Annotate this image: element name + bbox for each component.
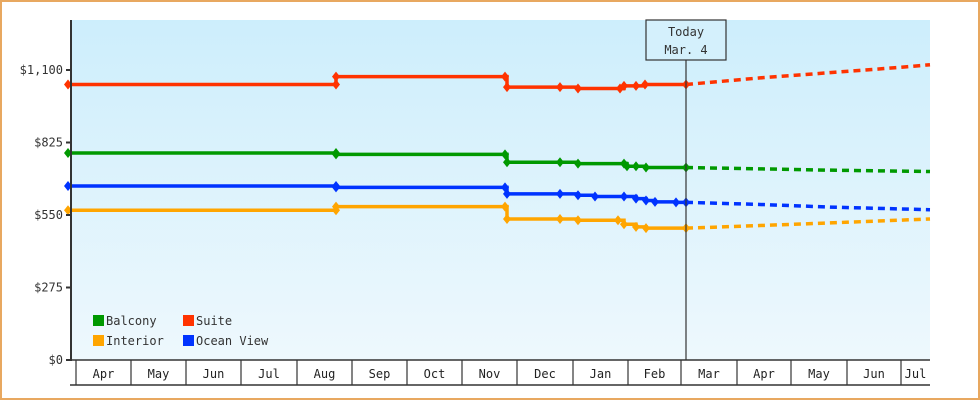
x-tick-label: May	[148, 367, 170, 381]
legend: Balcony Suite Interior Ocean View	[93, 314, 269, 348]
data-point[interactable]	[642, 162, 650, 173]
data-point[interactable]	[632, 161, 640, 172]
forecast-line	[685, 200, 931, 212]
forecast-line	[685, 62, 931, 87]
legend-item-ocean-view[interactable]: Ocean View	[183, 334, 269, 348]
series-interior	[64, 201, 931, 234]
x-tick-label: Feb	[644, 367, 666, 381]
legend-swatch-icon	[93, 315, 104, 326]
data-point[interactable]	[632, 193, 640, 204]
data-point[interactable]	[651, 196, 659, 207]
y-axis-ticks: $0 $275 $550 $825 $1,100	[20, 63, 71, 367]
data-point[interactable]	[642, 223, 650, 234]
data-point[interactable]	[332, 201, 340, 212]
data-point[interactable]	[501, 149, 509, 160]
data-point[interactable]	[556, 188, 564, 199]
legend-item-interior[interactable]: Interior	[93, 334, 164, 348]
x-tick-label: Apr	[753, 367, 775, 381]
series-suite	[64, 62, 931, 94]
y-tick-label: $1,100	[20, 63, 63, 77]
data-point[interactable]	[556, 213, 564, 224]
x-tick-label: Jul	[905, 367, 927, 381]
data-point[interactable]	[574, 215, 582, 226]
data-point[interactable]	[332, 71, 340, 82]
data-point[interactable]	[632, 221, 640, 232]
series-balcony	[64, 148, 931, 174]
legend-swatch-icon	[183, 315, 194, 326]
data-point[interactable]	[574, 158, 582, 169]
data-point[interactable]	[556, 157, 564, 168]
data-point[interactable]	[574, 190, 582, 201]
legend-label: Interior	[106, 334, 164, 348]
legend-swatch-icon	[93, 335, 104, 346]
x-axis-ticks: Apr May Jun Jul Aug Sep Oct Nov Dec Jan Feb Mar Apr M…	[70, 359, 930, 386]
data-point[interactable]	[556, 82, 564, 93]
data-point[interactable]	[620, 80, 628, 91]
x-tick-label: Oct	[424, 367, 446, 381]
data-point[interactable]	[501, 71, 509, 82]
y-tick-label: $550	[34, 208, 63, 222]
legend-label: Suite	[196, 314, 232, 328]
data-point[interactable]	[672, 197, 680, 208]
legend-swatch-icon	[183, 335, 194, 346]
today-label: Today	[668, 25, 704, 39]
x-tick-label: Aug	[314, 367, 336, 381]
data-point[interactable]	[503, 157, 511, 168]
data-point[interactable]	[332, 182, 340, 193]
data-point[interactable]	[503, 82, 511, 93]
data-point[interactable]	[632, 80, 640, 91]
x-tick-label: Jun	[863, 367, 885, 381]
plot-area	[72, 20, 930, 360]
legend-label: Ocean View	[196, 334, 269, 348]
data-point[interactable]	[620, 219, 628, 230]
today-date: Mar. 4	[664, 43, 707, 57]
y-tick-label: $0	[49, 353, 63, 367]
x-tick-label: Jan	[590, 367, 612, 381]
data-point[interactable]	[503, 213, 511, 224]
forecast-line	[685, 165, 931, 174]
x-tick-label: Apr	[93, 367, 115, 381]
x-tick-label: Nov	[479, 367, 501, 381]
x-tick-label: Jul	[258, 367, 280, 381]
data-point[interactable]	[620, 191, 628, 202]
data-point[interactable]	[641, 79, 649, 90]
x-tick-label: Sep	[369, 367, 391, 381]
data-point[interactable]	[623, 161, 631, 172]
forecast-line	[685, 217, 931, 230]
data-point[interactable]	[591, 191, 599, 202]
legend-item-balcony[interactable]: Balcony	[93, 314, 157, 328]
today-marker: Today Mar. 4	[645, 19, 727, 360]
data-point[interactable]	[332, 79, 340, 90]
y-tick-label: $275	[34, 281, 63, 295]
x-tick-label: Mar	[698, 367, 720, 381]
data-point[interactable]	[501, 201, 509, 212]
x-tick-label: Dec	[534, 367, 556, 381]
data-point[interactable]	[503, 188, 511, 199]
x-tick-label: Jun	[203, 367, 225, 381]
x-tick-label: May	[808, 367, 830, 381]
y-tick-label: $825	[34, 136, 63, 150]
data-point[interactable]	[614, 215, 622, 226]
data-point[interactable]	[642, 195, 650, 206]
data-point[interactable]	[332, 149, 340, 160]
data-point[interactable]	[574, 83, 582, 94]
legend-item-suite[interactable]: Suite	[183, 314, 232, 328]
legend-label: Balcony	[106, 314, 157, 328]
